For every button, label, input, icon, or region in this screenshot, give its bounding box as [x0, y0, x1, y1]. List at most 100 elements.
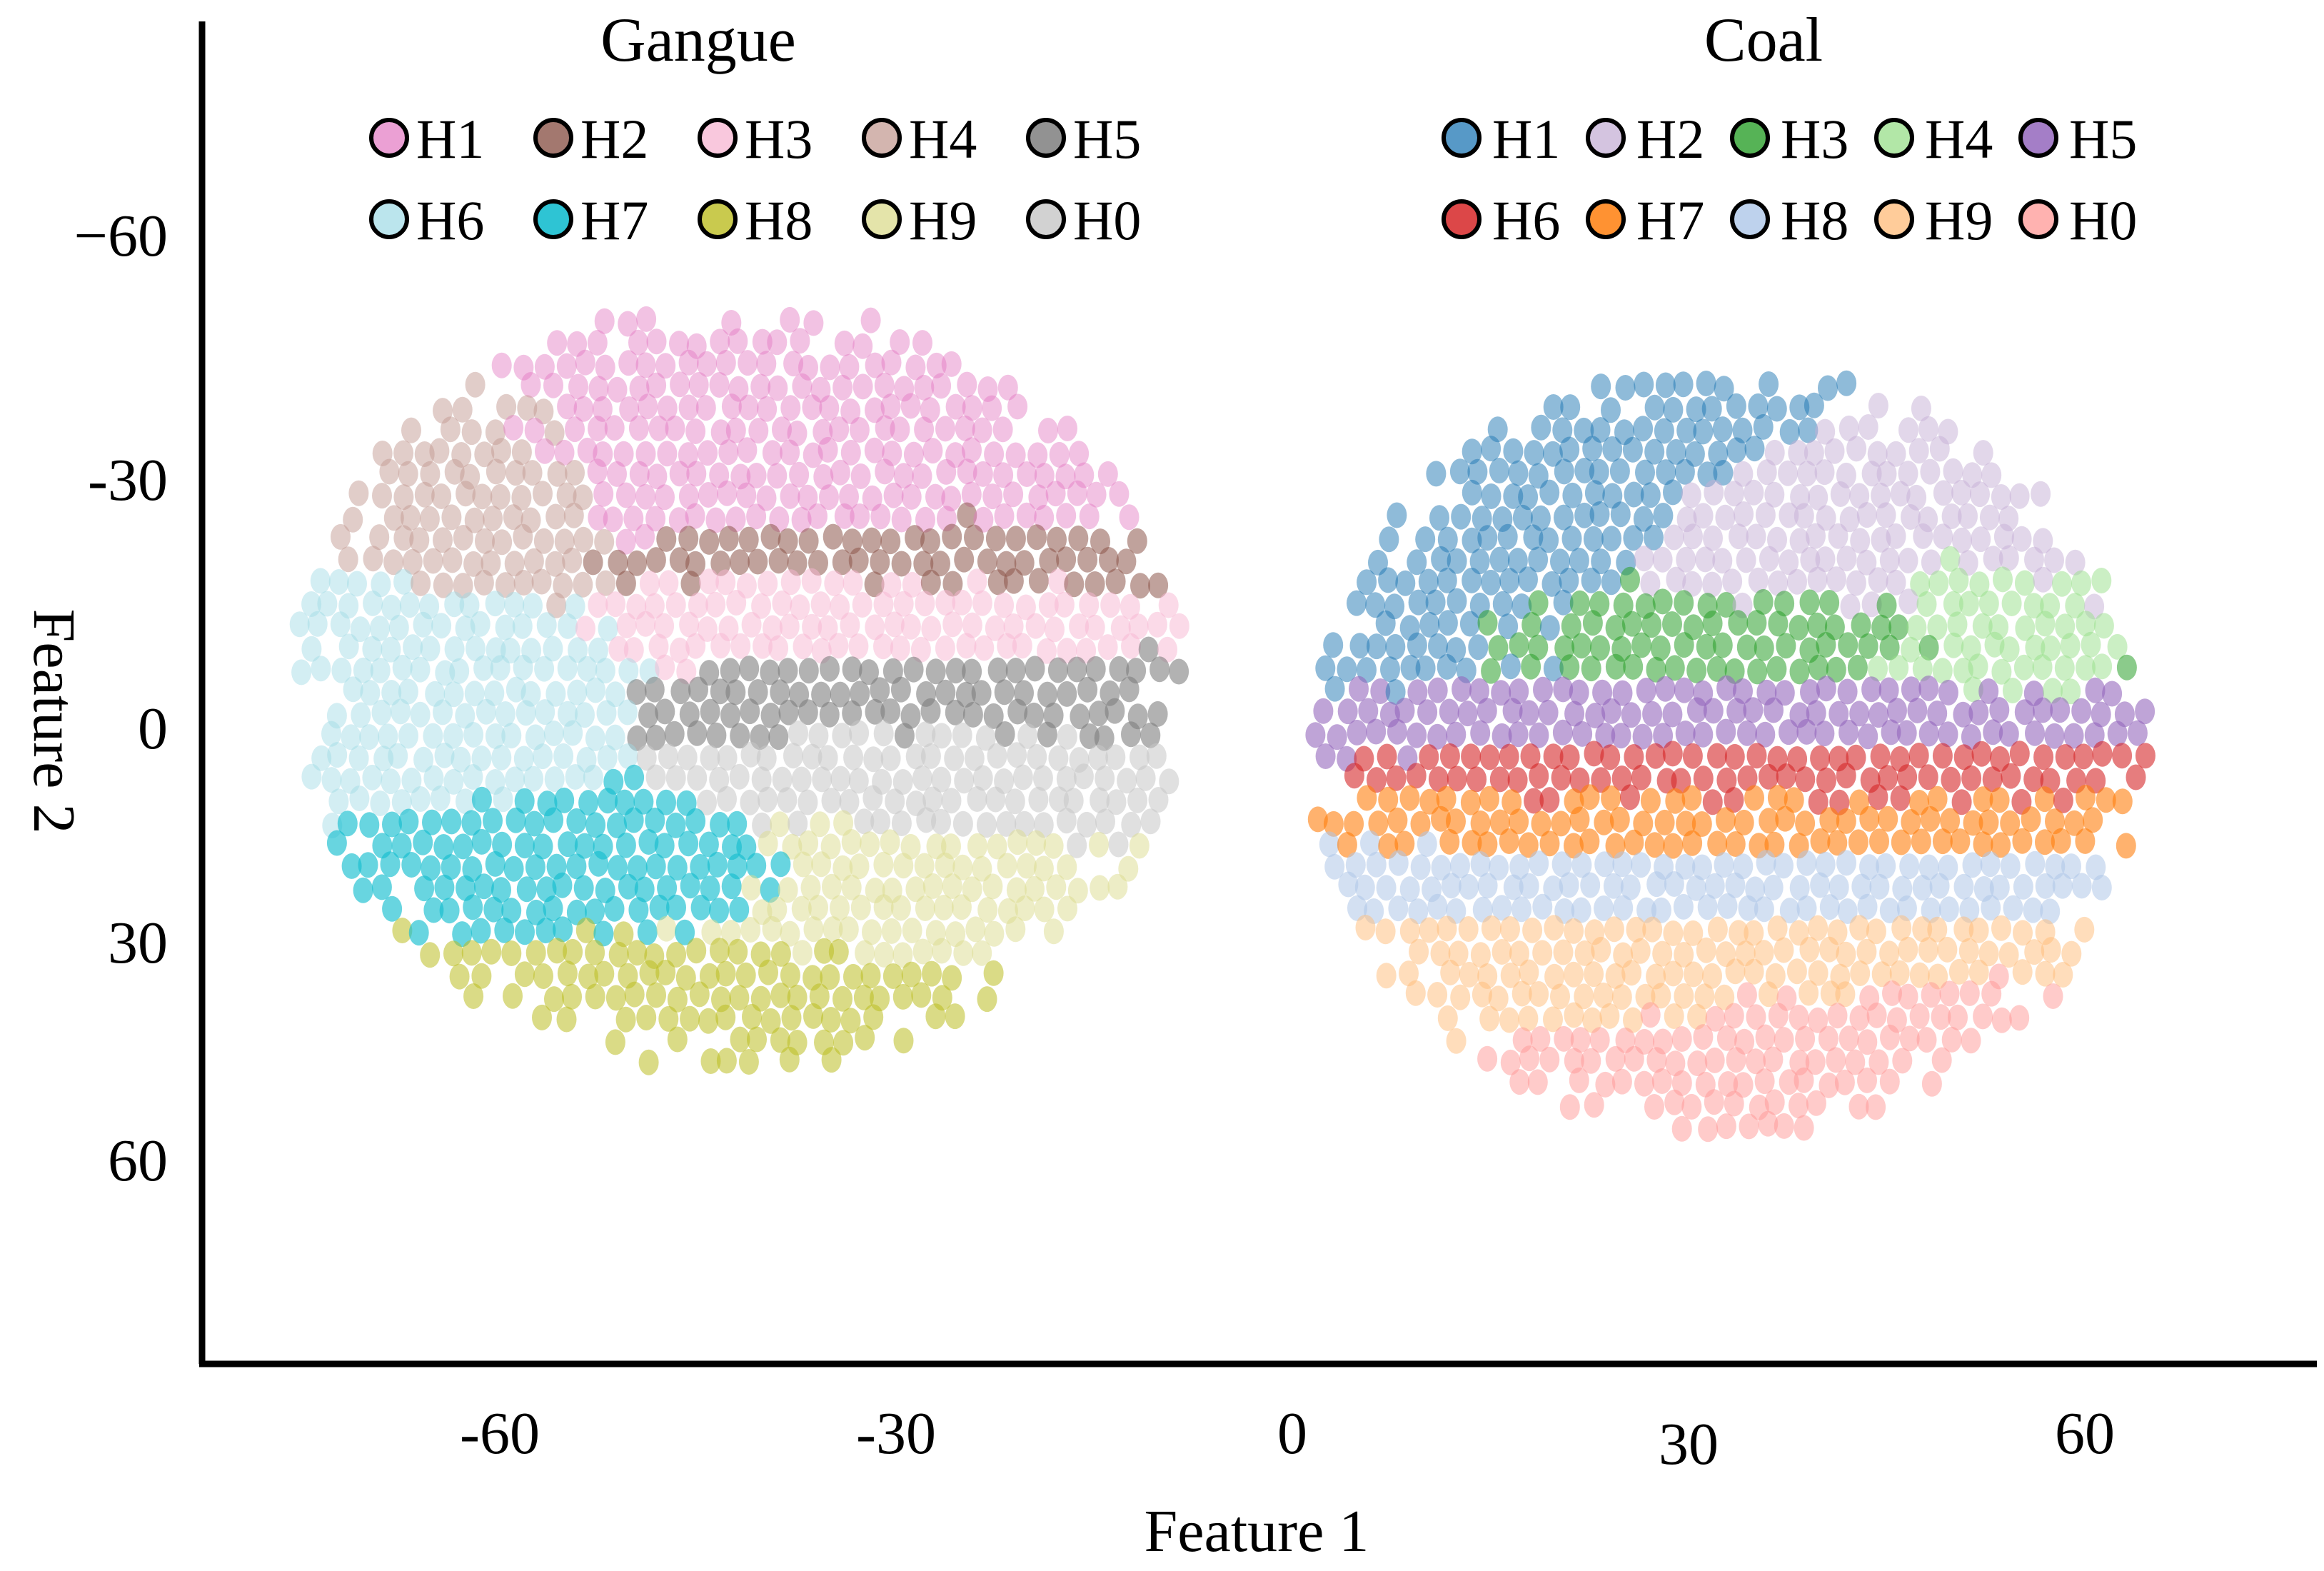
data-point: [565, 416, 585, 443]
data-point: [2091, 875, 2112, 900]
data-point: [1779, 549, 1799, 576]
data-point: [1569, 1067, 1589, 1093]
data-point: [435, 660, 456, 686]
data-point: [362, 636, 383, 662]
data-point: [605, 724, 625, 751]
data-point: [638, 702, 658, 728]
data-point: [585, 677, 606, 703]
data-point: [1630, 938, 1651, 964]
data-point: [373, 746, 394, 772]
data-point: [1439, 743, 1460, 769]
data-point: [1938, 721, 1958, 748]
data-point: [818, 745, 838, 771]
data-point: [870, 503, 891, 530]
data-point: [1642, 701, 1663, 727]
data-point: [1323, 810, 1344, 837]
data-point: [1682, 743, 1703, 769]
data-point: [391, 833, 412, 859]
data-point: [740, 789, 760, 815]
data-point: [1878, 765, 1898, 791]
data-point: [727, 853, 748, 880]
data-point: [463, 894, 483, 920]
data-point: [1068, 525, 1089, 551]
data-point: [987, 569, 1008, 596]
data-point: [1726, 393, 1746, 419]
data-point: [779, 613, 800, 640]
data-point: [760, 659, 780, 686]
data-point: [926, 833, 947, 860]
data-point: [705, 591, 726, 618]
data-point: [2015, 615, 2036, 641]
data-point: [1388, 850, 1409, 876]
data-point: [1519, 700, 1539, 726]
data-point: [1544, 915, 1564, 941]
data-point: [492, 831, 513, 858]
data-point: [2076, 784, 2096, 810]
data-point: [1489, 766, 1510, 793]
data-point: [1054, 591, 1075, 618]
data-point: [1012, 764, 1033, 790]
data-point: [1789, 875, 1810, 901]
data-point: [848, 633, 869, 659]
data-point: [1675, 721, 1696, 746]
data-point: [565, 460, 585, 486]
data-point: [1127, 787, 1148, 813]
data-point: [1789, 615, 1809, 641]
data-point: [1774, 1113, 1794, 1139]
data-point: [920, 569, 941, 596]
data-point: [1940, 546, 1961, 572]
data-point: [414, 481, 435, 508]
data-point: [648, 415, 669, 441]
data-point: [2023, 593, 2044, 619]
data-point: [1774, 591, 1795, 617]
data-point: [2053, 962, 2073, 988]
data-point: [2074, 916, 2095, 943]
data-point: [1665, 788, 1686, 814]
data-point: [2107, 721, 2128, 747]
data-point: [524, 810, 545, 837]
data-point: [715, 1004, 736, 1030]
data-point: [957, 502, 977, 528]
data-point: [1838, 719, 1859, 746]
data-point: [588, 376, 609, 402]
data-point: [1871, 614, 1892, 641]
data-point: [1611, 766, 1632, 791]
data-point: [832, 549, 852, 576]
data-point: [1733, 678, 1753, 704]
data-point: [738, 1049, 759, 1075]
data-point: [985, 786, 1006, 813]
data-point: [568, 637, 588, 663]
data-point: [2024, 939, 2045, 965]
data-point: [1692, 854, 1712, 880]
data-point: [1376, 875, 1397, 901]
data-point: [1472, 506, 1492, 532]
data-point: [363, 546, 383, 572]
data-point: [1804, 440, 1824, 466]
data-point: [1906, 615, 1927, 641]
data-point: [1704, 1047, 1725, 1073]
data-point: [874, 372, 895, 398]
data-point: [543, 807, 564, 833]
data-point: [801, 568, 822, 594]
data-point: [953, 940, 974, 966]
data-point: [752, 328, 773, 355]
data-point: [1859, 854, 1879, 880]
data-point: [362, 764, 383, 790]
data-point: [1888, 614, 1909, 641]
data-point: [475, 528, 495, 554]
data-point: [710, 633, 731, 659]
data-point: [669, 637, 690, 663]
data-point: [1907, 698, 1928, 723]
data-point: [1918, 416, 1938, 442]
data-point: [830, 681, 850, 708]
data-point: [829, 416, 850, 443]
data-point: [583, 549, 603, 576]
x-tick-label: -30: [856, 1400, 936, 1467]
data-point: [1419, 917, 1439, 943]
data-point: [1007, 393, 1028, 420]
data-point: [613, 441, 634, 467]
data-point: [618, 873, 638, 900]
data-point: [1796, 895, 1817, 921]
data-point: [1927, 701, 1948, 726]
